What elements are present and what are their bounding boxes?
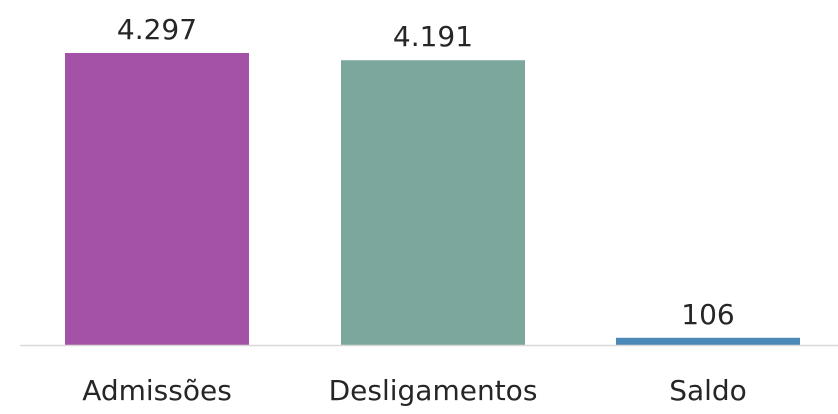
- category-label-1: Desligamentos: [329, 374, 538, 407]
- category-label-2: Saldo: [669, 374, 747, 407]
- category-label-0: Admissões: [82, 374, 232, 407]
- data-label-0: 4.297: [117, 13, 197, 46]
- bar-0: [65, 53, 249, 345]
- bar-1: [341, 60, 525, 346]
- data-label-1: 4.191: [393, 20, 473, 53]
- bars-layer: [65, 53, 800, 346]
- data-label-2: 106: [681, 298, 734, 331]
- labels-layer: 4.297 Admissões 4.191 Desligamentos 106 Saldo: [82, 13, 747, 407]
- bar-2: [616, 337, 800, 345]
